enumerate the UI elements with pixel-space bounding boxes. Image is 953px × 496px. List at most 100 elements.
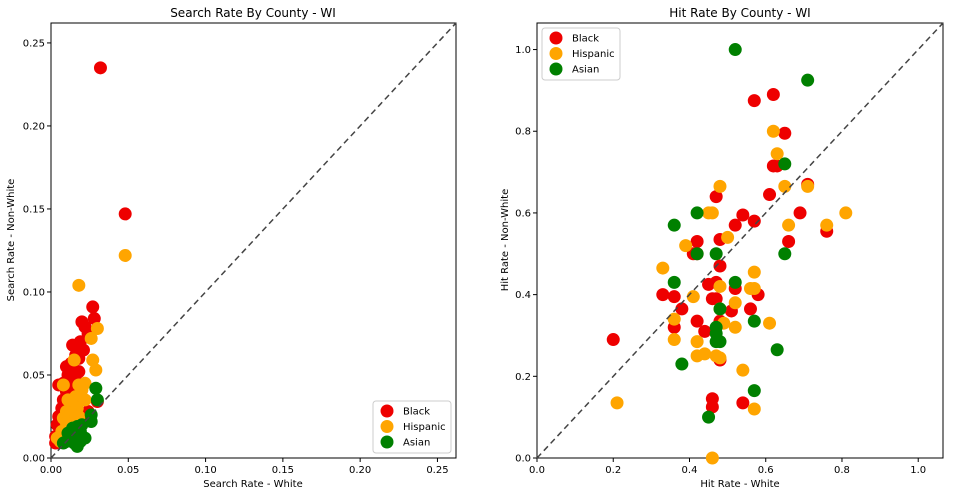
legend-label: Black [403, 407, 430, 418]
point-hispanic [728, 296, 742, 310]
legend-marker [549, 31, 563, 45]
point-black [736, 208, 750, 222]
point-hispanic [89, 363, 103, 377]
point-hispanic [72, 278, 86, 292]
point-hispanic [56, 378, 70, 392]
x-tick-label: 0.0 [529, 465, 545, 476]
y-tick-label: 0.00 [23, 454, 45, 465]
point-asian [90, 393, 104, 407]
point-hispanic [698, 347, 712, 361]
legend-marker [380, 404, 394, 418]
point-black [713, 259, 727, 273]
point-asian [728, 275, 742, 289]
point-asian [690, 206, 704, 220]
chart-title: Search Rate By County - WI [170, 6, 336, 20]
point-hispanic [766, 124, 780, 138]
point-black [778, 126, 792, 140]
point-hispanic [679, 239, 693, 253]
point-hispanic [78, 393, 92, 407]
point-asian [778, 157, 792, 171]
diagonal-line [50, 22, 457, 459]
point-asian [667, 275, 681, 289]
point-hispanic [763, 316, 777, 330]
point-asian [667, 218, 681, 232]
point-asian [801, 73, 815, 87]
legend: Black Hispanic Asian [372, 400, 452, 454]
point-black [690, 314, 704, 328]
point-asian [89, 381, 103, 395]
point-asian [778, 247, 792, 261]
x-tick-label: 0.25 [426, 465, 448, 476]
x-tick-label: 0.05 [117, 465, 139, 476]
point-hispanic [713, 279, 727, 293]
point-asian [61, 426, 75, 440]
point-black [728, 218, 742, 232]
point-hispanic [667, 312, 681, 326]
y-tick-label: 0.4 [515, 290, 531, 301]
y-tick-label: 0.6 [515, 208, 531, 219]
legend-label: Asian [572, 65, 599, 76]
point-hispanic [705, 451, 719, 465]
point-hispanic [839, 206, 853, 220]
y-tick-label: 0.8 [515, 127, 531, 138]
point-black [606, 333, 620, 347]
point-hispanic [118, 248, 132, 262]
legend-marker [549, 47, 563, 60]
chart-search-rate: Search Rate By County - WI 0.00 0.05 0.10 0… [6, 6, 457, 490]
point-hispanic [801, 179, 815, 193]
legend-marker [380, 420, 394, 433]
point-hispanic [705, 206, 719, 220]
point-hispanic [667, 333, 681, 347]
legend-label: Black [572, 34, 599, 45]
x-tick-label: 0.10 [194, 465, 216, 476]
chart-hit-rate: Hit Rate By County - WI 0.0 0.2 0.4 0.6 0.8 1… [500, 6, 944, 490]
x-tick-label: 0.15 [272, 465, 294, 476]
point-black [743, 302, 757, 316]
legend-label: Asian [403, 438, 430, 449]
x-tick-label: 0.8 [834, 465, 850, 476]
point-hispanic [67, 353, 81, 367]
point-hispanic [747, 265, 761, 279]
point-asian [747, 384, 761, 398]
y-tick-label: 0.25 [23, 38, 45, 49]
point-hispanic [778, 179, 792, 193]
point-black [675, 302, 689, 316]
point-asian [747, 314, 761, 328]
diagonal-line [536, 22, 944, 459]
point-hispanic [690, 335, 704, 349]
legend: Black Hispanic Asian [541, 27, 621, 81]
point-black [709, 292, 723, 306]
legend-marker [549, 62, 563, 76]
y-tick-label: 0.10 [23, 287, 45, 298]
y-tick-label: 0.20 [23, 121, 45, 132]
point-black [690, 235, 704, 249]
point-black [736, 396, 750, 410]
legend-label: Hispanic [403, 422, 446, 433]
point-black [766, 87, 780, 101]
point-hispanic [610, 396, 624, 410]
x-tick-label: 0.00 [40, 465, 62, 476]
point-hispanic [86, 353, 100, 367]
point-black [698, 324, 712, 338]
point-hispanic [743, 281, 757, 295]
point-asian [78, 431, 92, 445]
point-hispanic [820, 218, 834, 232]
point-black [87, 312, 101, 326]
y-tick-label: 0.0 [515, 454, 531, 465]
chart-title: Hit Rate By County - WI [669, 6, 810, 20]
point-asian [56, 436, 70, 450]
point-asian [713, 302, 727, 316]
point-black [782, 235, 796, 249]
point-black [702, 277, 716, 291]
point-black [763, 188, 777, 202]
x-axis-label: Hit Rate - White [700, 479, 779, 490]
point-hispanic [782, 218, 796, 232]
point-asian [702, 410, 716, 424]
point-asian [709, 247, 723, 261]
legend-label: Hispanic [572, 49, 615, 60]
point-asian [675, 357, 689, 371]
y-tick-label: 0.2 [515, 372, 531, 383]
x-tick-label: 1.0 [910, 465, 926, 476]
point-black [705, 400, 719, 414]
